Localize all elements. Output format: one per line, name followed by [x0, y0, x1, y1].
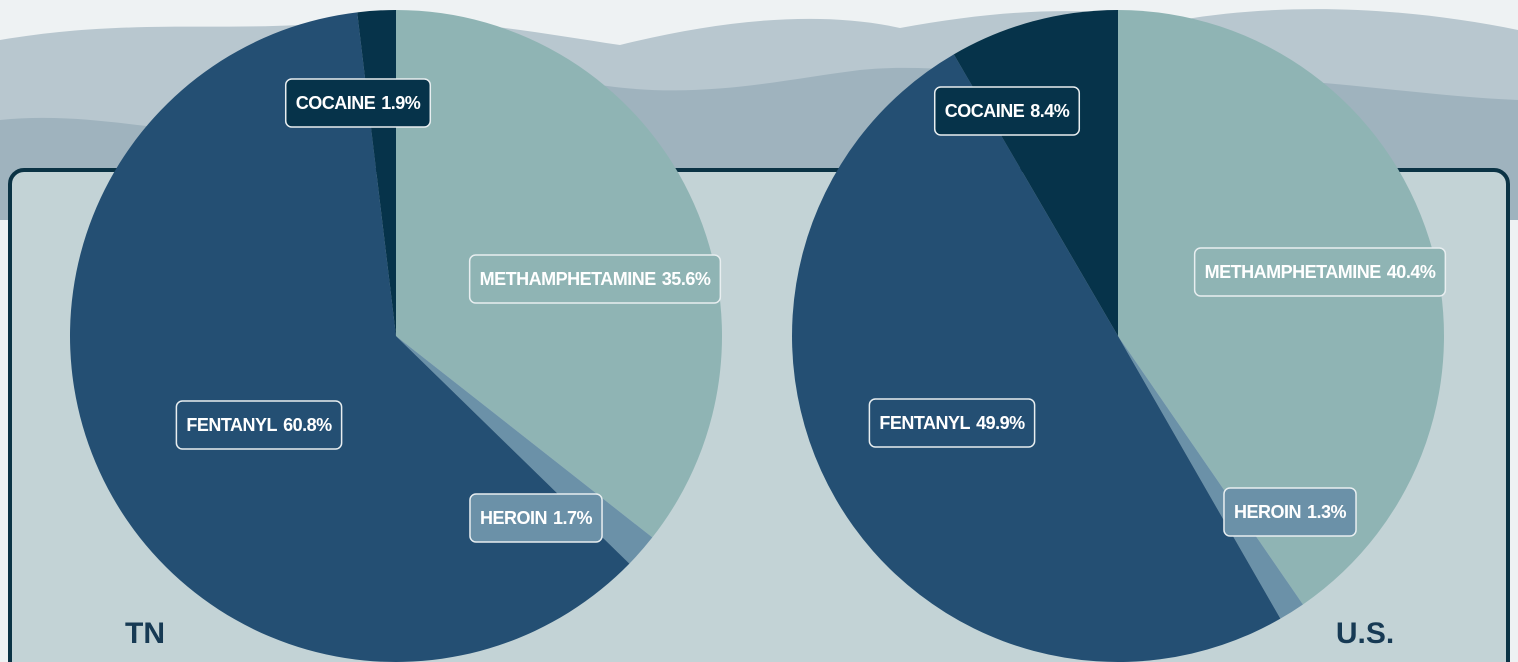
slice-label: FENTANYL 49.9% [868, 398, 1036, 448]
slice-label: COCAINE 1.9% [284, 78, 432, 128]
value-label: 49.9% [976, 413, 1025, 433]
label-box [468, 254, 722, 304]
label-text: FENTANYL 60.8% [186, 415, 332, 435]
category-name: COCAINE [296, 93, 376, 113]
slice-label: HEROIN 1.7% [469, 493, 603, 543]
label-box [1223, 487, 1357, 537]
label-text: METHAMPHETAMINE 40.4% [1205, 262, 1436, 282]
pie-title: U.S. [1336, 617, 1394, 650]
category-name: FENTANYL [186, 415, 277, 435]
value-label: 8.4% [1030, 101, 1070, 121]
value-label: 1.7% [553, 508, 593, 528]
category-name: METHAMPHETAMINE [1205, 262, 1382, 282]
pie-title: TN [125, 617, 165, 650]
category-name: HEROIN [480, 508, 547, 528]
label-text: COCAINE 8.4% [945, 101, 1070, 121]
slice-label: HEROIN 1.3% [1223, 487, 1357, 537]
category-name: HEROIN [1234, 502, 1301, 522]
label-text: METHAMPHETAMINE 35.6% [480, 269, 711, 289]
label-box [284, 78, 432, 128]
value-label: 1.9% [381, 93, 421, 113]
label-text: HEROIN 1.3% [1234, 502, 1347, 522]
category-name: COCAINE [945, 101, 1025, 121]
pie-slice [792, 54, 1281, 662]
label-box [469, 493, 603, 543]
value-label: 60.8% [283, 415, 332, 435]
value-label: 40.4% [1387, 262, 1436, 282]
label-text: COCAINE 1.9% [296, 93, 421, 113]
category-name: METHAMPHETAMINE [480, 269, 657, 289]
slice-label: COCAINE 8.4% [933, 86, 1081, 136]
category-name: FENTANYL [879, 413, 970, 433]
slice-label: FENTANYL 60.8% [175, 400, 343, 450]
slice-label: METHAMPHETAMINE 40.4% [1193, 247, 1447, 297]
label-box [868, 398, 1036, 448]
label-text: HEROIN 1.7% [480, 508, 593, 528]
label-box [1193, 247, 1447, 297]
label-box [175, 400, 343, 450]
label-box [933, 86, 1081, 136]
pie-slice [1118, 10, 1444, 605]
label-text: FENTANYL 49.9% [879, 413, 1025, 433]
value-label: 35.6% [662, 269, 711, 289]
slice-label: METHAMPHETAMINE 35.6% [468, 254, 722, 304]
pie-slice [1118, 336, 1303, 619]
value-label: 1.3% [1307, 502, 1347, 522]
